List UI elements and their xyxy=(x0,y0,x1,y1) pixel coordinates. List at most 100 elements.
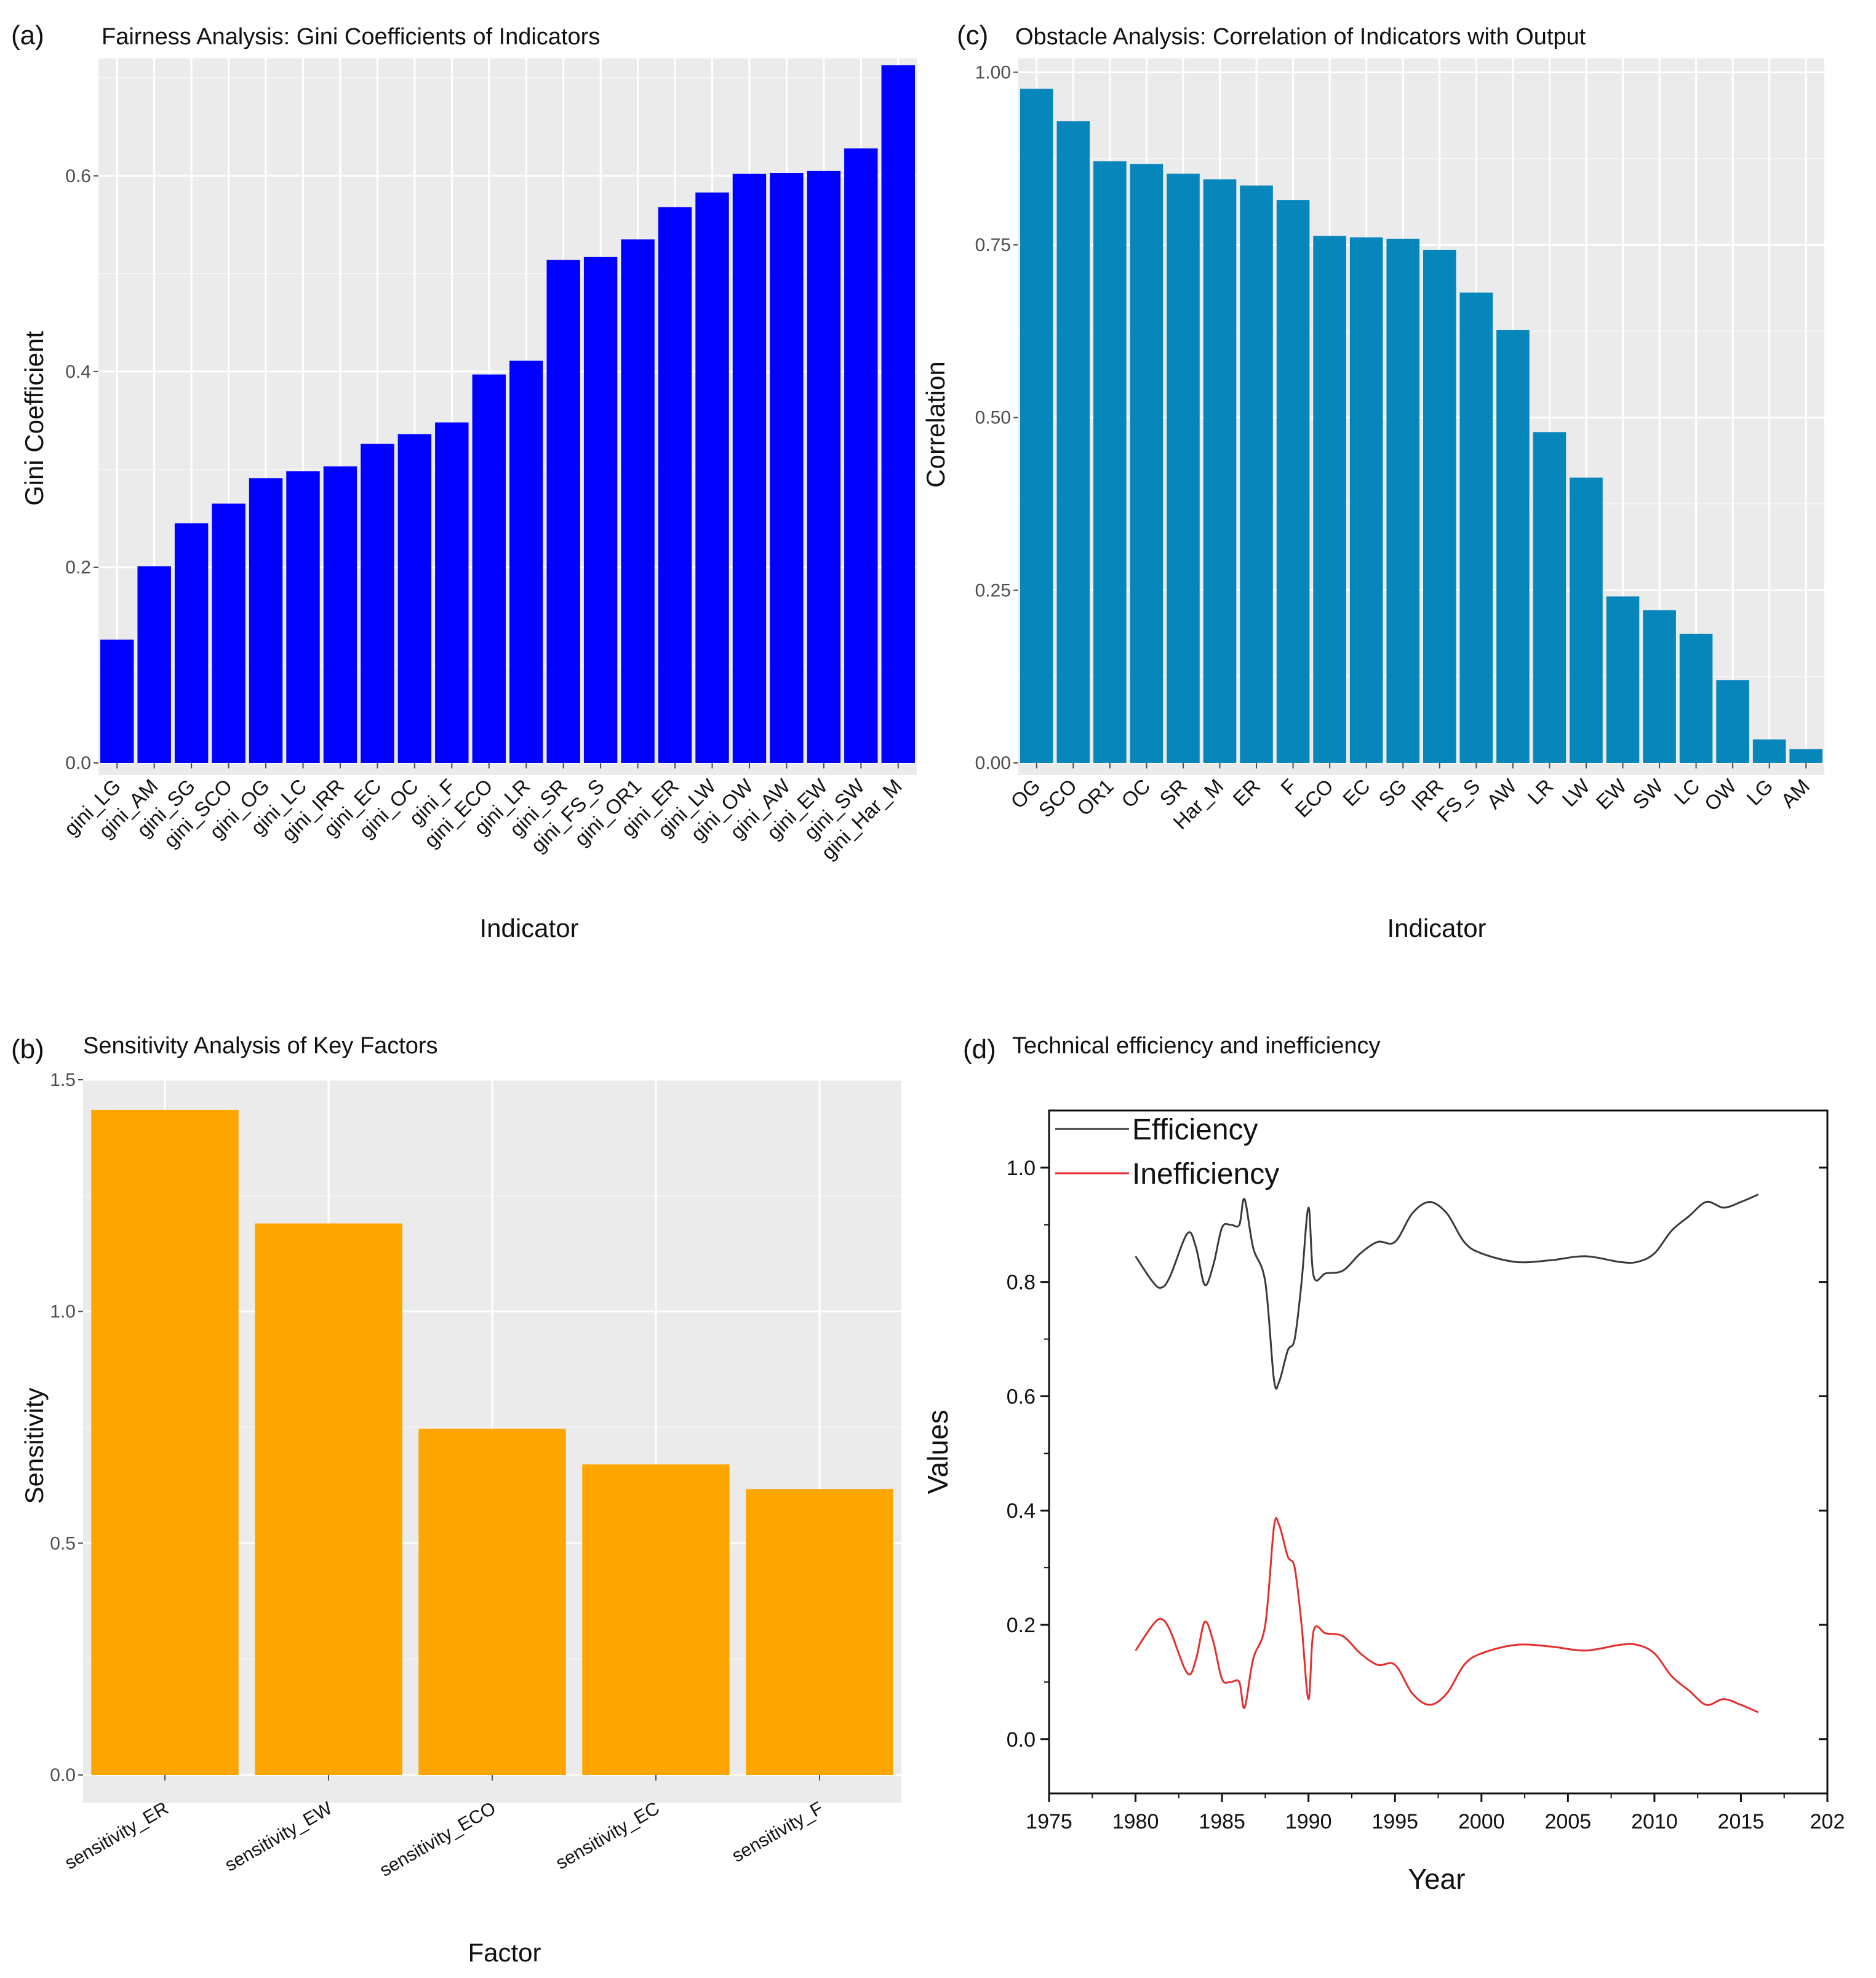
bar-sensitivity_EC xyxy=(582,1464,730,1775)
y-tick-label-a: 0.2 xyxy=(65,557,91,578)
bar-AW xyxy=(1496,330,1530,763)
chart-title-d: Technical efficiency and inefficiency xyxy=(1012,1033,1381,1059)
panel-c: (c) Obstacle Analysis: Correlation of In… xyxy=(921,20,1824,943)
line-efficiency xyxy=(1135,1194,1759,1390)
bar-SR xyxy=(1167,173,1200,763)
series-lines-d xyxy=(1135,1194,1759,1713)
bar-gini_F xyxy=(435,422,469,763)
panel-label-c: (c) xyxy=(957,20,988,50)
ticks-d: 1975 1980 1985 1990 1995 2000 2005 2010 2015 2020… xyxy=(1007,1157,1845,1833)
bars-b xyxy=(91,1109,893,1775)
bar-gini_LR xyxy=(509,361,543,763)
y-tick-label-b: 1.5 xyxy=(50,1070,76,1090)
bar-Har_M xyxy=(1203,179,1237,764)
chart-title-a: Fairness Analysis: Gini Coefficients of … xyxy=(102,24,600,50)
y-axis-title-b: Sensitivity xyxy=(20,1387,49,1504)
legend-label-efficiency: Efficiency xyxy=(1132,1114,1258,1146)
bar-LG xyxy=(1752,739,1786,763)
x-tick-label-d: 2010 xyxy=(1631,1810,1678,1833)
legend-label-inefficiency: Inefficiency xyxy=(1132,1158,1279,1190)
y-tick-label-d: 0.4 xyxy=(1007,1499,1036,1523)
x-tick-label-FS_S: FS_S xyxy=(1432,775,1485,827)
x-tick-label-d: 1980 xyxy=(1112,1810,1159,1833)
bar-gini_SW xyxy=(844,148,878,764)
x-axis-title-d: Year xyxy=(1408,1863,1466,1895)
y-ticks-b: 0.0 0.5 1.0 1.5 xyxy=(50,1070,83,1785)
x-tick-label-d: 1975 xyxy=(1026,1810,1072,1833)
x-tick-label-d: 2015 xyxy=(1718,1810,1765,1833)
bar-sensitivity_ER xyxy=(91,1109,239,1775)
x-tick-label-LG: LG xyxy=(1742,775,1777,810)
bar-SW xyxy=(1643,610,1676,763)
x-tick-label-d: 1985 xyxy=(1199,1810,1245,1833)
x-tick-label-LR: LR xyxy=(1523,775,1557,809)
bar-gini_Har_M xyxy=(881,65,915,763)
bar-gini_ER xyxy=(658,207,692,763)
y-axis-title-a: Gini Coefficient xyxy=(20,331,49,506)
x-tick-label-ECO: ECO xyxy=(1290,775,1338,822)
y-tick-label-c: 0.75 xyxy=(975,235,1011,255)
x-tick-label-d: 2000 xyxy=(1458,1810,1505,1833)
bar-OW xyxy=(1716,680,1749,763)
x-tick-label-OC: OC xyxy=(1117,775,1154,812)
y-tick-label-a: 0.0 xyxy=(65,753,91,773)
y-tick-label-c: 1.00 xyxy=(975,62,1011,82)
y-tick-label-c: 0.25 xyxy=(975,580,1011,600)
bars-c xyxy=(1020,89,1823,764)
x-tick-label-ER: ER xyxy=(1228,775,1264,811)
x-tick-label-SG: SG xyxy=(1374,775,1411,812)
y-tick-label-b: 1.0 xyxy=(50,1302,76,1322)
x-tick-label-LC: LC xyxy=(1670,775,1704,809)
y-ticks-c: 0.00 0.25 0.50 0.75 1.00 xyxy=(975,62,1018,773)
y-tick-label-d: 1.0 xyxy=(1007,1157,1036,1180)
bar-gini_SR xyxy=(546,260,580,763)
panel-label-a: (a) xyxy=(11,20,44,50)
bar-LW xyxy=(1570,477,1603,763)
x-tick-label-sensitivity_ECO: sensitivity_ECO xyxy=(377,1798,500,1880)
bar-AM xyxy=(1789,749,1823,763)
x-tick-label-SCO: SCO xyxy=(1034,775,1082,822)
bar-gini_ECO xyxy=(472,374,506,763)
bar-gini_OW xyxy=(732,173,767,763)
bar-gini_LW xyxy=(695,192,729,763)
y-tick-label-b: 0.0 xyxy=(50,1765,76,1785)
bar-gini_OR1 xyxy=(621,239,655,763)
y-axis-title-c: Correlation xyxy=(921,361,950,487)
bar-LC xyxy=(1679,634,1713,763)
bar-gini_AM xyxy=(137,566,171,763)
x-tick-label-d: 2005 xyxy=(1545,1810,1592,1833)
x-tick-label-AW: AW xyxy=(1482,774,1521,813)
y-tick-label-d: 0.0 xyxy=(1007,1728,1036,1752)
bar-gini_LG xyxy=(100,639,134,763)
bar-gini_SCO xyxy=(212,503,245,763)
x-tick-label-SW: SW xyxy=(1628,774,1667,813)
y-tick-label-c: 0.00 xyxy=(975,753,1011,773)
bar-SCO xyxy=(1056,121,1090,763)
bar-gini_OG xyxy=(249,478,283,763)
x-tick-label-d: 202 xyxy=(1810,1810,1845,1833)
x-tick-label-sensitivity_EC: sensitivity_EC xyxy=(553,1798,663,1873)
x-tick-label-sensitivity_ER: sensitivity_ER xyxy=(62,1798,172,1873)
plot-frame-d xyxy=(1048,1109,1829,1795)
bar-LR xyxy=(1533,432,1567,763)
panel-d: (d) Technical efficiency and inefficienc… xyxy=(922,1033,1845,1895)
y-tick-label-b: 0.5 xyxy=(50,1533,76,1553)
y-axis-title-d: Values xyxy=(922,1410,954,1494)
x-tick-label-EW: EW xyxy=(1592,774,1631,813)
bar-gini_LC xyxy=(286,471,320,763)
legend-d: Efficiency Inefficiency xyxy=(1055,1114,1279,1190)
bar-gini_EW xyxy=(807,170,841,763)
bar-EC xyxy=(1349,237,1383,763)
y-tick-label-d: 0.2 xyxy=(1007,1614,1036,1637)
bars-a xyxy=(100,65,915,764)
panel-a: (a) Fairness Analysis: Gini Coefficients… xyxy=(11,20,917,943)
bar-ECO xyxy=(1313,236,1346,763)
x-tick-label-d: 1995 xyxy=(1371,1810,1418,1833)
y-tick-label-a: 0.4 xyxy=(65,362,91,382)
x-axis-title-b: Factor xyxy=(468,1938,541,1967)
x-tick-label-sensitivity_F: sensitivity_F xyxy=(728,1798,826,1866)
bar-OR1 xyxy=(1093,161,1127,764)
x-tick-label-LW: LW xyxy=(1557,774,1594,811)
panel-b: (b) Sensitivity Analysis of Key Factors … xyxy=(11,1033,901,1967)
